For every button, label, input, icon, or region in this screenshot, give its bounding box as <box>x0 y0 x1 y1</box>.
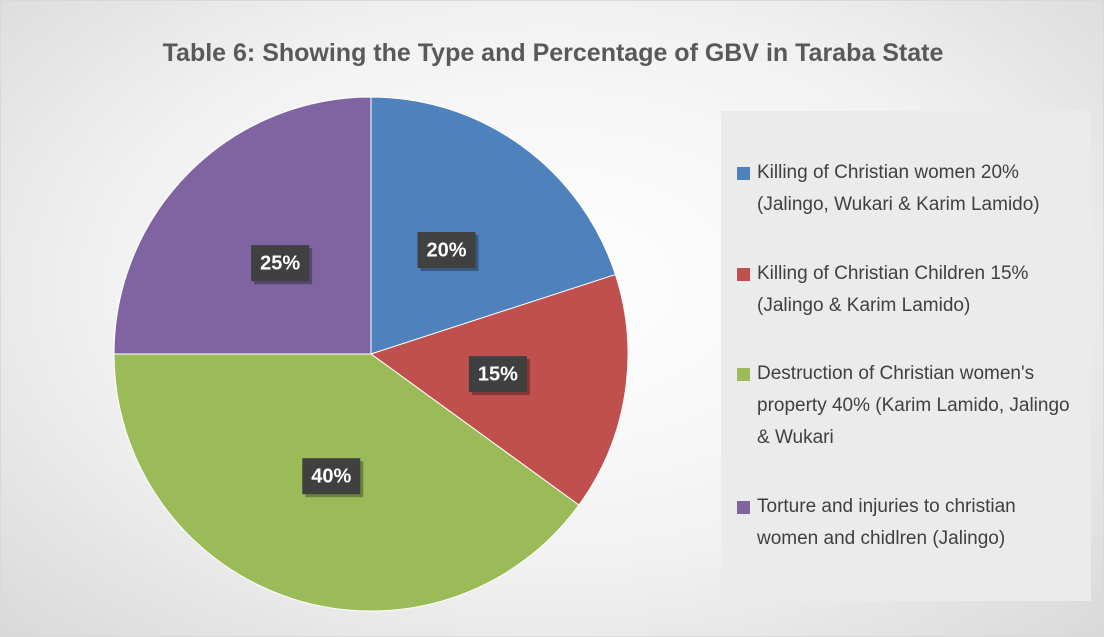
legend-label: Killing of Christian Children 15% (Jalin… <box>757 262 1029 316</box>
label-box <box>417 232 476 269</box>
label-box <box>251 245 310 282</box>
legend-label: Killing of Christian women 20% (Jalingo,… <box>757 162 1040 216</box>
legend-item: Torture and injuries to christian women … <box>737 491 1081 555</box>
data-label: 15% <box>478 363 518 385</box>
label-box <box>468 356 527 393</box>
legend-label: Destruction of Christian women's propert… <box>757 363 1070 449</box>
legend-swatch <box>737 167 750 181</box>
legend-item: Killing of Christian Children 15% (Jalin… <box>737 258 1081 322</box>
chart-title: Table 6: Showing the Type and Percentage… <box>163 39 944 67</box>
legend-swatch <box>737 267 750 281</box>
legend-item: Destruction of Christian women's propert… <box>737 358 1081 454</box>
data-label: 40% <box>311 465 351 487</box>
label-box <box>302 458 361 495</box>
pie-slice <box>113 96 372 355</box>
legend-label: Torture and injuries to christian women … <box>757 495 1016 549</box>
legend-swatch <box>737 368 750 382</box>
legend-item: Killing of Christian women 20% (Jalingo,… <box>737 157 1081 221</box>
legend: Killing of Christian women 20% (Jalingo,… <box>721 111 1091 601</box>
data-label: 25% <box>260 252 300 274</box>
data-label: 20% <box>427 239 467 261</box>
pie-slice <box>370 96 617 355</box>
legend-swatch <box>737 500 750 514</box>
